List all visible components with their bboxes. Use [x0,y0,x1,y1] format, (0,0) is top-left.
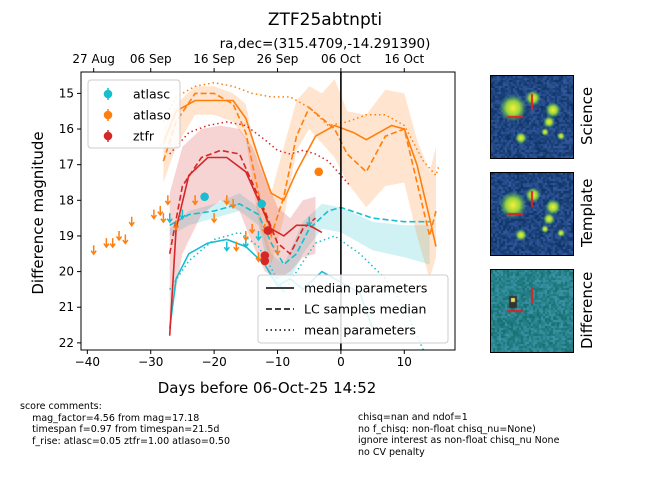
atlaso-upper-limit [230,198,237,210]
top-axis-tick-label: 06 Sep [130,52,172,66]
score-comments-right: chisq=nan and ndof=1 no f_chisq: non-flo… [358,412,560,458]
y-axis-label: Difference magnitude [29,131,47,294]
atlaso-upper-limit [122,234,129,245]
ztfr-data-point [260,256,270,266]
atlaso-upper-limit [233,241,240,252]
ztfr-lc-median-curve [168,149,317,256]
y-tick-label: 16 [59,122,74,136]
ztfr-data-point [263,226,273,235]
atlaso-upper-limit [249,223,256,235]
stamp-science [490,75,574,159]
atlaso-upper-limit [90,245,97,256]
stamp-label: Difference [578,271,596,349]
y-tick-label: 18 [59,193,74,207]
top-axis-tick-label: 27 Aug [72,52,115,66]
atlaso-upper-limit [274,245,281,256]
legend-line-styles-frame [257,274,449,344]
x-axis-label: Days before 06-Oct-25 14:52 [158,379,377,397]
x-tick-label: −30 [138,355,163,369]
atlaso-upper-limit [103,238,110,249]
plot-area: −40 −30 −20 −10 0 10 15 16 17 18 19 20 21 22 27 Aug 06 … [59,52,456,369]
atlaso-upper-limit [172,220,180,231]
atlaso-upper-limit [255,252,262,263]
atlasc-data-point [200,192,209,202]
legend-marker [103,131,113,141]
atlasc-lc-median-curve [169,203,430,266]
chart-title: ZTF25abtnpti [268,10,382,30]
plot-frame [80,71,456,351]
atlaso-upper-limit [223,195,230,206]
legend-filters: atlasc atlaso ztfr [87,79,181,149]
atlaso-uncertainty-band [163,79,436,279]
stamp-image [491,270,573,352]
ztfr-median-curve [168,156,323,336]
x-tick-label: −40 [75,355,100,369]
atlaso-upper-limit [242,230,249,242]
atlasc-upper-limit [179,209,186,220]
atlaso-upper-limit [191,195,199,206]
top-axis-tick-label: 16 Oct [384,52,424,66]
atlaso-mean-curve [162,81,440,177]
atlaso-upper-limit [115,230,123,242]
legend-label: ztfr [133,129,155,144]
legend-label: atlaso [133,108,171,123]
legend-label: LC samples median [304,302,426,317]
stamp-template [490,172,574,256]
chart-subtitle: ra,dec=(315.4709,-14.291390) [220,36,431,52]
atlaso-lc-median-curve [162,92,437,239]
stamp-label: Science [578,86,596,145]
x-tick-label: 10 [397,355,412,369]
x-tick-label: 0 [337,355,345,369]
atlaso-upper-limit [128,216,135,227]
atlasc-upper-limit [255,230,262,242]
atlasc-uncertainty-band [169,193,430,293]
y-tick-label: 20 [59,265,74,279]
atlaso-upper-limit [150,209,158,220]
top-axis-tick-label: 26 Sep [257,52,299,66]
legend-marker [103,110,113,120]
x-tick-label: −10 [265,355,290,369]
atlaso-upper-limit [109,238,116,249]
y-tick-label: 21 [59,300,74,314]
legend-marker [103,89,113,99]
legend-label: mean parameters [304,323,416,338]
atlasc-upper-limit [223,241,230,252]
top-axis-tick-label: 06 Oct [321,52,361,66]
y-tick-label: 22 [59,336,74,350]
atlaso-data-point [314,167,324,177]
y-tick-label: 17 [59,158,74,172]
stamp-difference [490,269,574,353]
stamp-image [491,173,573,255]
top-axis-tick-label: 16 Sep [193,52,235,66]
y-tick-label: 19 [59,229,74,243]
atlasc-upper-limit [306,216,313,227]
atlaso-upper-limit [160,213,167,224]
stamp-label: Template [578,178,596,247]
atlaso-upper-limit [211,213,218,224]
atlaso-upper-limit [157,206,164,217]
legend-line-styles: median parameters LC samples median mean p… [257,274,449,344]
legend-label: atlasc [133,87,170,102]
atlaso-median-curve [162,99,437,247]
y-tick-label: 15 [59,86,74,100]
x-tick-label: −20 [201,355,226,369]
atlasc-data-point [257,199,266,209]
atlaso-upper-limit [164,195,171,206]
stamp-image [491,76,573,158]
atlasc-upper-limit [166,213,173,224]
score-comments-left: score comments: mag_factor=4.56 from mag… [20,401,231,447]
legend-label: median parameters [304,281,427,296]
